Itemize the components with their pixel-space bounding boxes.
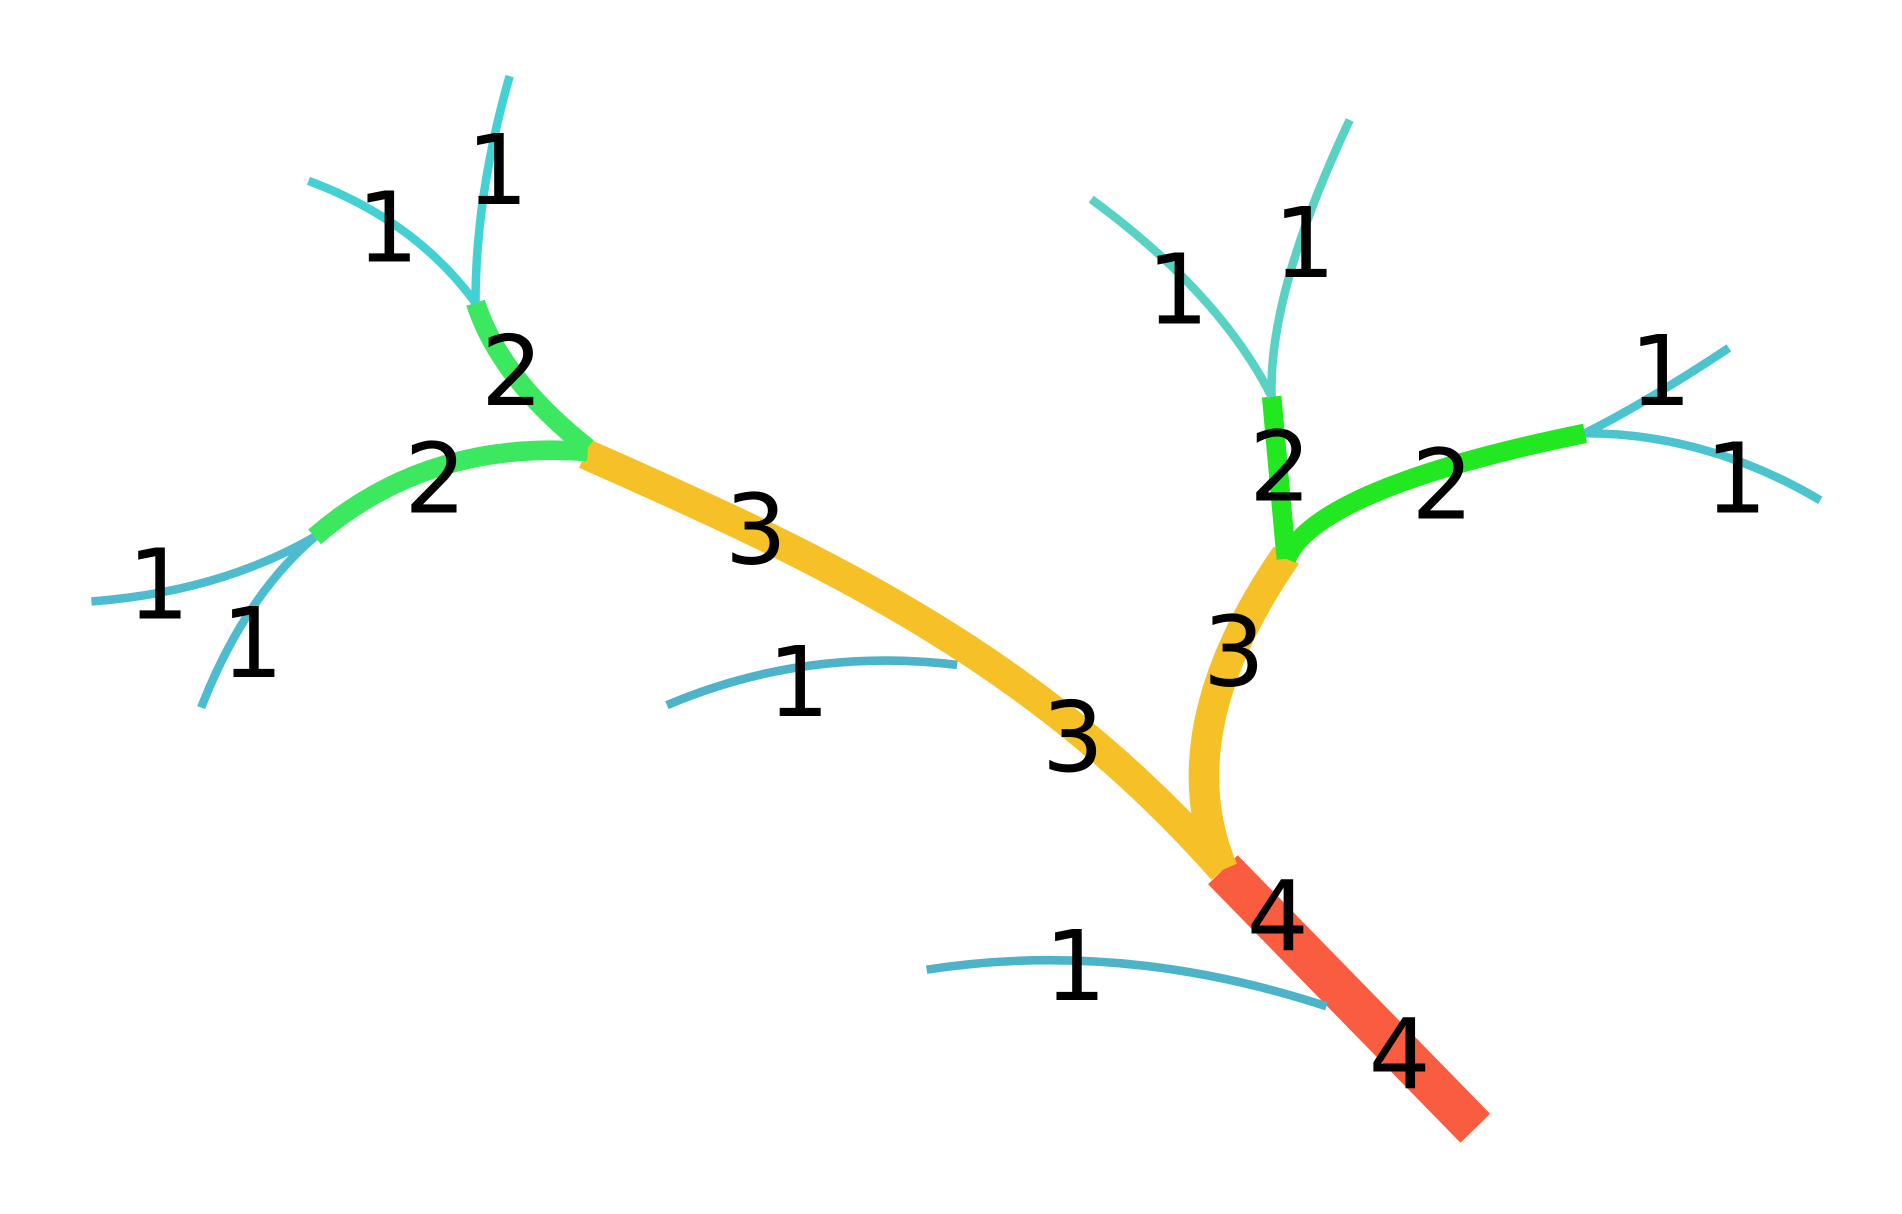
order-label: 1 bbox=[1044, 910, 1106, 1024]
order-label: 2 bbox=[481, 315, 543, 429]
stream-segment bbox=[1277, 423, 1587, 564]
order-label: 1 bbox=[127, 529, 189, 643]
edges bbox=[91, 74, 1823, 1143]
stream-segment bbox=[925, 955, 1328, 1011]
order-label: 2 bbox=[1249, 410, 1311, 524]
order-label: 1 bbox=[1705, 423, 1767, 537]
stream-segment bbox=[1261, 395, 1297, 560]
stream-segment bbox=[1188, 546, 1299, 876]
order-label: 2 bbox=[1411, 429, 1473, 543]
stream-segment bbox=[1208, 855, 1491, 1143]
stream-segment bbox=[306, 176, 479, 306]
stream-segment bbox=[579, 440, 1235, 880]
stream-segment bbox=[308, 440, 589, 545]
stream-segment bbox=[197, 533, 318, 710]
stream-segment bbox=[466, 299, 594, 456]
stream-segment bbox=[1583, 344, 1732, 438]
order-label: 4 bbox=[1247, 860, 1309, 974]
order-label: 4 bbox=[1369, 998, 1431, 1112]
stream-segment bbox=[91, 533, 317, 606]
stream-segment bbox=[665, 656, 958, 710]
order-label: 2 bbox=[404, 423, 466, 537]
stream-segment bbox=[1584, 428, 1823, 504]
order-label: 3 bbox=[725, 474, 787, 588]
order-label: 1 bbox=[221, 587, 283, 701]
stream-segment bbox=[1088, 195, 1276, 399]
order-label: 1 bbox=[1274, 187, 1336, 301]
stream-segment bbox=[1267, 118, 1354, 397]
order-label: 1 bbox=[357, 171, 419, 285]
order-label: 1 bbox=[768, 626, 830, 740]
order-label: 3 bbox=[1042, 681, 1104, 795]
order-label: 1 bbox=[466, 114, 528, 228]
order-label: 3 bbox=[1203, 596, 1265, 710]
order-label: 1 bbox=[1630, 315, 1692, 429]
order-label: 1 bbox=[1147, 234, 1209, 348]
stream-segment bbox=[471, 74, 514, 303]
